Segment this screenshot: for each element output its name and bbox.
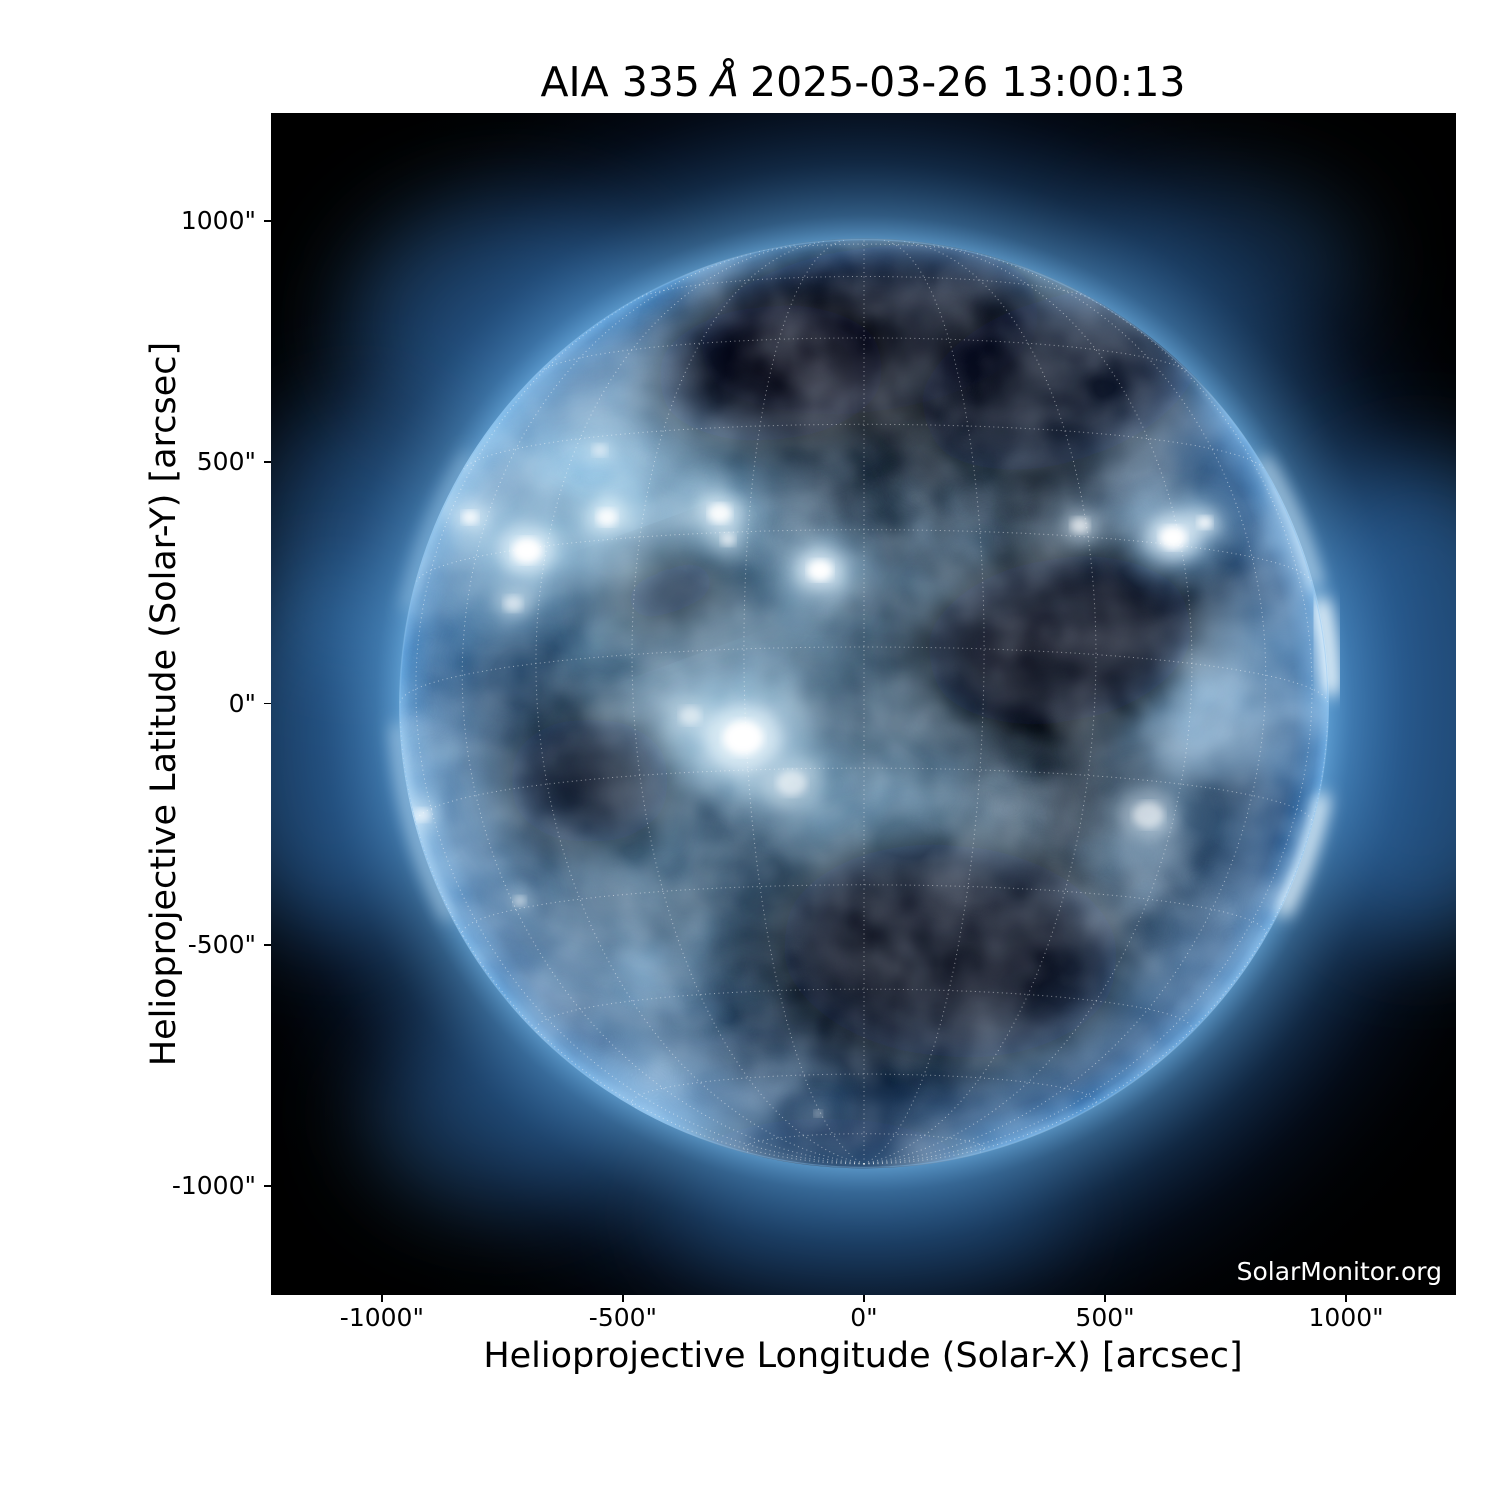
y-tick-mark: [264, 220, 271, 222]
y-tick-label: 500": [196, 447, 256, 477]
y-tick-label: 0": [228, 688, 256, 718]
y-axis-label: Helioprojective Latitude (Solar-Y) [arcs…: [144, 341, 184, 1067]
x-tick-label: -500": [588, 1303, 658, 1332]
y-tick-label: -500": [187, 929, 256, 959]
limb-brightening-layer: [391, 451, 1341, 921]
x-tick-mark: [863, 1295, 865, 1302]
plot-title: AIA 335 Å 2025-03-26 13:00:13: [541, 61, 1186, 103]
limb-outline: [399, 239, 1329, 1168]
x-tick-label: 1000": [1308, 1303, 1384, 1332]
y-tick-mark: [264, 702, 271, 705]
x-tick-label: 0": [850, 1303, 878, 1332]
x-axis-label: Helioprojective Longitude (Solar-X) [arc…: [483, 1336, 1243, 1376]
y-tick-label: 1000": [180, 206, 256, 236]
plot-area: SolarMonitor.org: [271, 113, 1456, 1295]
title-angstrom-symbol: Å: [710, 58, 740, 106]
y-tick-mark: [264, 461, 271, 464]
heliographic-grid: [399, 239, 1329, 1165]
title-instrument: AIA 335: [540, 58, 700, 106]
x-tick-mark: [381, 1295, 383, 1302]
x-tick-label: -1000": [339, 1303, 424, 1332]
y-tick-label: -1000": [171, 1170, 256, 1200]
x-tick-label: 500": [1075, 1303, 1135, 1332]
x-tick-mark: [1345, 1295, 1347, 1302]
x-tick-mark: [622, 1295, 624, 1302]
title-datetime: 2025-03-26 13:00:13: [750, 58, 1186, 106]
x-tick-mark: [1104, 1295, 1106, 1302]
y-tick-mark: [264, 943, 271, 946]
y-tick-mark: [264, 1185, 271, 1187]
watermark: SolarMonitor.org: [1236, 1257, 1442, 1286]
sun-svg: [271, 113, 1456, 1295]
solar-image: [271, 113, 1456, 1295]
